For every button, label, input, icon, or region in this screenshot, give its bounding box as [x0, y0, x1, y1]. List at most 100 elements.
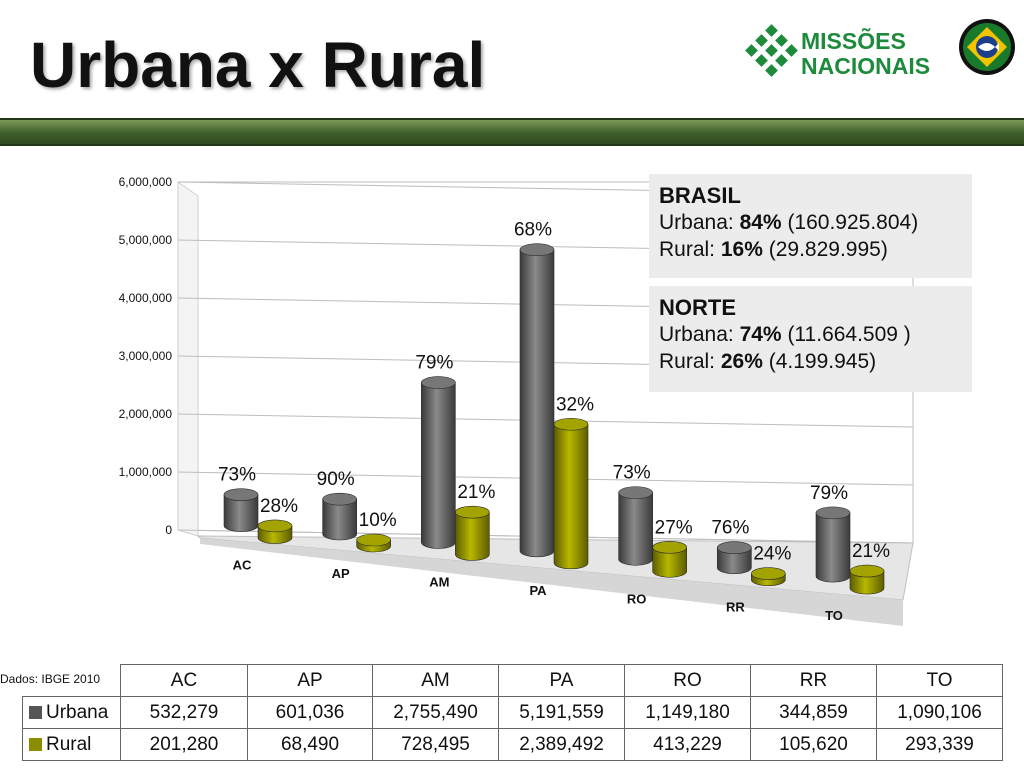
- x-category-label: TO: [825, 608, 843, 623]
- data-label-rural: 32%: [556, 394, 594, 415]
- table-header-cell: PA: [498, 664, 625, 697]
- norte-rural-pct: 26%: [720, 350, 763, 373]
- y-tick-label: 4,000,000: [119, 291, 173, 305]
- table-row: Urbana 532,279 601,036 2,755,490 5,191,5…: [22, 696, 1003, 729]
- table-cell: 413,229: [624, 728, 751, 761]
- brasil-rural-pct: 16%: [720, 238, 763, 261]
- data-label-rural: 10%: [359, 510, 397, 531]
- missoes-nacionais-logo: MISSÕES NACIONAIS: [745, 22, 945, 84]
- x-category-label: AP: [332, 566, 350, 581]
- data-label-urbana: 76%: [711, 518, 749, 539]
- data-label-urbana: 79%: [415, 353, 453, 374]
- bar-urbana: [717, 541, 752, 574]
- table-cell: 1,149,180: [624, 696, 751, 729]
- brasil-rural-label: Rural:: [659, 238, 716, 261]
- table-corner-cell: [22, 664, 121, 697]
- table-row-label: Rural: [22, 728, 121, 761]
- table-cell: 293,339: [876, 728, 1003, 761]
- rural-row-label: Rural: [46, 733, 92, 755]
- table-cell: 2,755,490: [372, 696, 499, 729]
- table-header-cell: AC: [120, 664, 248, 697]
- table-cell: 105,620: [750, 728, 877, 761]
- norte-urbana-value: (11.664.509 ): [787, 323, 911, 346]
- brasil-rural-value: (29.829.995): [768, 238, 888, 261]
- table-header-cell: RO: [624, 664, 751, 697]
- table-cell: 532,279: [120, 696, 248, 729]
- norte-info-box: NORTE Urbana: 74% (11.664.509 ) Rural: 2…: [649, 286, 972, 392]
- norte-urbana-label: Urbana:: [659, 323, 734, 346]
- table-cell: 201,280: [120, 728, 248, 761]
- bar-urbana: [322, 492, 357, 541]
- x-category-label: RO: [627, 591, 647, 606]
- chart-side-wall: [177, 181, 199, 537]
- table-cell: 1,090,106: [876, 696, 1003, 729]
- table-cell: 2,389,492: [498, 728, 625, 761]
- data-label-rural: 21%: [852, 541, 890, 562]
- bar-rural: [652, 541, 687, 578]
- table-row: Rural 201,280 68,490 728,495 2,389,492 4…: [22, 728, 1003, 761]
- page-title: Urbana x Rural: [30, 29, 486, 101]
- norte-rural-label: Rural:: [659, 350, 716, 373]
- brasil-info-box: BRASIL Urbana: 84% (160.925.804) Rural: …: [649, 174, 972, 278]
- norte-urbana-line: Urbana: 74% (11.664.509 ): [659, 321, 962, 348]
- table-header-cell: AM: [372, 664, 499, 697]
- data-label-rural: 21%: [457, 482, 495, 503]
- data-label-urbana: 79%: [810, 483, 848, 504]
- norte-urbana-pct: 74%: [739, 323, 782, 346]
- bar-urbana: [815, 506, 851, 583]
- data-label-rural: 24%: [753, 544, 791, 565]
- brasil-urbana-value: (160.925.804): [787, 211, 919, 234]
- bar-urbana: [519, 243, 555, 558]
- data-label-urbana: 73%: [218, 465, 256, 486]
- y-tick-label: 6,000,000: [119, 175, 173, 189]
- y-tick-label: 3,000,000: [119, 349, 173, 363]
- data-label-rural: 27%: [655, 517, 693, 538]
- table-header-cell: TO: [876, 664, 1003, 697]
- convention-seal-icon: [959, 19, 1015, 75]
- brasil-rural-line: Rural: 16% (29.829.995): [659, 236, 962, 263]
- logo-line1: MISSÕES: [801, 28, 906, 54]
- bar-rural: [356, 533, 391, 553]
- data-label-urbana: 90%: [317, 469, 355, 490]
- urbana-swatch: [29, 705, 42, 719]
- bar-urbana: [421, 376, 456, 549]
- bar-rural: [849, 564, 885, 595]
- brasil-urbana-pct: 84%: [739, 211, 782, 234]
- table-header-cell: AP: [247, 664, 373, 697]
- x-category-label: AM: [429, 574, 449, 589]
- urbana-row-label: Urbana: [46, 701, 109, 723]
- bar-rural: [257, 519, 293, 544]
- diamond-grid-icon: [745, 24, 798, 77]
- bar-chart: 0 1,000,000 2,000,000 3,000,000 4,000,000 5,0…: [119, 175, 914, 626]
- rural-swatch: [29, 737, 42, 751]
- table-cell: 5,191,559: [498, 696, 625, 729]
- bar-rural: [553, 417, 589, 570]
- data-label-urbana: 68%: [514, 220, 552, 241]
- bar-urbana: [618, 486, 653, 566]
- norte-rural-value: (4.199.945): [768, 350, 877, 373]
- data-table: AC AP AM PA RO RR TO Urbana 532,279 601,…: [22, 664, 1003, 761]
- y-tick-label: 2,000,000: [119, 407, 173, 421]
- y-tick-label: 1,000,000: [119, 465, 173, 479]
- logo-line2: NACIONAIS: [801, 53, 931, 79]
- brasil-urbana-label: Urbana:: [659, 211, 734, 234]
- x-category-label: RR: [726, 600, 745, 615]
- table-cell: 68,490: [247, 728, 373, 761]
- data-label-urbana: 73%: [613, 463, 651, 484]
- header-divider-band: [0, 118, 1024, 146]
- data-label-rural: 28%: [260, 496, 298, 517]
- table-cell: 601,036: [247, 696, 373, 729]
- x-category-label: PA: [529, 583, 547, 598]
- brasil-heading: BRASIL: [659, 183, 741, 208]
- table-header-cell: RR: [750, 664, 877, 697]
- bar-rural: [455, 505, 490, 561]
- table-header-row: AC AP AM PA RO RR TO: [22, 664, 1003, 697]
- norte-heading: NORTE: [659, 295, 736, 320]
- bar-urbana: [223, 488, 259, 532]
- x-category-label: AC: [233, 558, 252, 573]
- brasil-urbana-line: Urbana: 84% (160.925.804): [659, 209, 962, 236]
- y-tick-label: 0: [165, 523, 172, 537]
- y-tick-label: 5,000,000: [119, 233, 173, 247]
- table-cell: 344,859: [750, 696, 877, 729]
- table-row-label: Urbana: [22, 696, 121, 729]
